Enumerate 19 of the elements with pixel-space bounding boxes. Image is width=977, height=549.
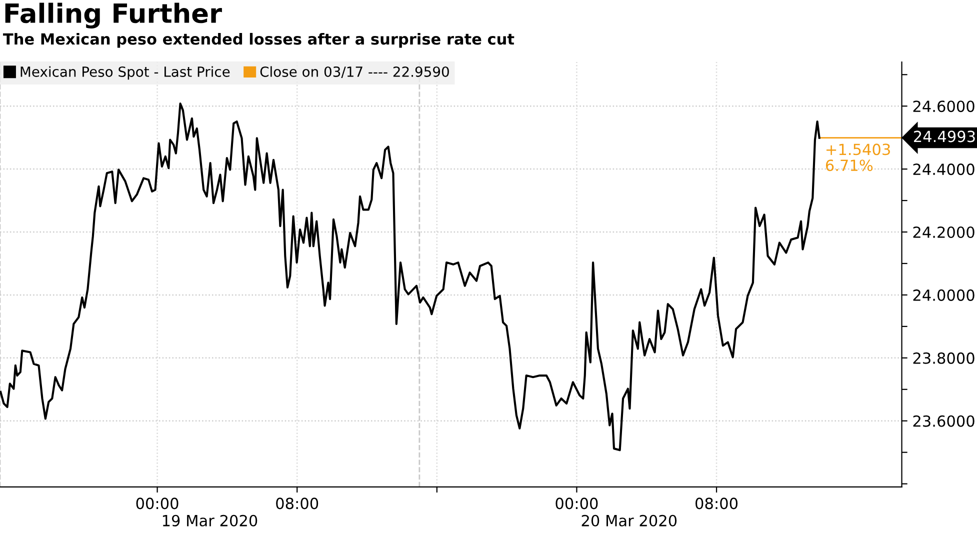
x-tick-label: 08:00 — [696, 498, 738, 510]
y-tick-label: 24.0000 — [913, 289, 974, 301]
legend-label: Mexican Peso Spot - Last Price — [20, 66, 230, 80]
x-tick-label: 00:00 — [556, 498, 598, 510]
text: 19 Mar 2020 — [162, 514, 258, 526]
legend-label: Close on 03/17 ---- 22.9590 — [260, 66, 449, 78]
y-tick-label: 23.8000 — [913, 352, 974, 364]
y-tick-label: 24.2000 — [913, 226, 974, 238]
x-tick-label: 08:00 — [276, 498, 318, 510]
line-series — [0, 102, 820, 452]
annotation: 24.4993 — [914, 130, 975, 142]
chart-subtitle: The Mexican peso extended losses after a surprise rate cut — [3, 32, 514, 48]
x-tick-label: 00:00 — [136, 498, 178, 510]
text: 20 Mar 2020 — [582, 514, 677, 526]
y-tick-label: 24.4000 — [913, 164, 974, 176]
annotation: +1.5403 6.71% — [826, 144, 890, 172]
y-tick-label: 24.6000 — [913, 100, 974, 112]
chart-title: Falling Further — [5, 2, 222, 28]
y-tick-label: 23.6000 — [913, 415, 974, 427]
